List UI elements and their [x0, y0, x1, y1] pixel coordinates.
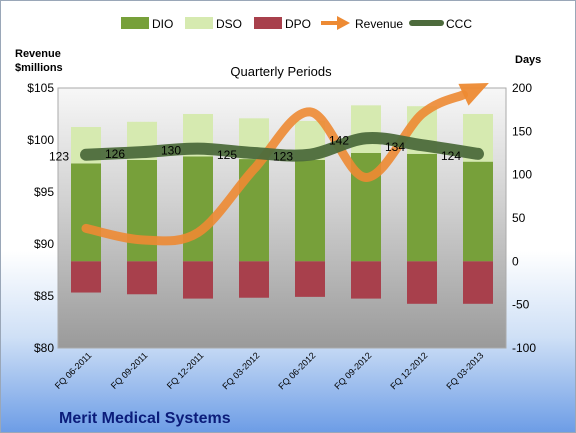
- legend-swatch-dso: [185, 17, 213, 29]
- x-axis-tick-label: FQ 03-2013: [444, 350, 485, 391]
- ccc-line: [80, 132, 484, 162]
- bar-dpo: [239, 261, 269, 298]
- ccc-data-label: 124: [441, 149, 461, 163]
- bar-dpo: [463, 261, 493, 304]
- legend-swatch-dio: [121, 17, 149, 29]
- revenue-arrowhead: [458, 82, 489, 106]
- x-axis-tick-label: FQ 03-2012: [220, 350, 261, 391]
- right-axis-tick-label: 150: [512, 124, 532, 138]
- left-axis-title-line1: Revenue: [15, 48, 61, 60]
- bar-dio: [71, 163, 101, 262]
- chart-title: Quarterly Periods: [230, 64, 332, 79]
- left-axis-tick-label: $100: [27, 133, 54, 147]
- x-axis-tick-label: FQ 09-2011: [109, 350, 150, 391]
- legend-label-revenue: Revenue: [355, 17, 403, 31]
- right-axis-tick-label: 100: [512, 168, 532, 182]
- bar-dio: [463, 161, 493, 262]
- ccc-data-label: 123: [273, 150, 293, 164]
- ccc-data-label: 134: [385, 140, 405, 154]
- ccc-data-label: 125: [217, 148, 237, 162]
- right-axis-tick-label: -100: [512, 341, 536, 355]
- left-axis-tick-label: $90: [34, 237, 54, 251]
- legend-label-dso: DSO: [216, 17, 242, 31]
- ccc-data-label: 142: [329, 133, 349, 147]
- company-name: Merit Medical Systems: [59, 410, 231, 427]
- bar-dpo: [71, 261, 101, 293]
- bar-dio: [407, 153, 437, 262]
- x-axis-tick-label: FQ 06-2012: [276, 350, 317, 391]
- bar-dio: [183, 156, 213, 262]
- x-axis-tick-label: FQ 09-2012: [332, 350, 373, 391]
- legend-label-dpo: DPO: [285, 17, 311, 31]
- right-axis-tick-label: -50: [512, 298, 530, 312]
- revenue-line: [81, 90, 468, 246]
- ccc-data-label: 126: [105, 147, 125, 161]
- bar-dpo: [351, 261, 381, 299]
- left-axis-tick-label: $105: [27, 81, 54, 95]
- ccc-data-label: 123: [49, 150, 69, 164]
- legend: DIO DSO DPO Revenue CCC: [121, 16, 472, 31]
- legend-swatch-revenue: [321, 16, 350, 30]
- labels-layer: 123 126 130 125 123 142 134 124: [49, 133, 461, 163]
- left-axis-tick-label: $80: [34, 341, 54, 355]
- bar-dio: [295, 159, 325, 262]
- bar-dpo: [127, 261, 157, 295]
- bar-dpo: [407, 261, 437, 304]
- right-axis-tick-label: 50: [512, 211, 526, 225]
- bar-dpo: [183, 261, 213, 299]
- left-axis-tick-label: $95: [34, 185, 54, 199]
- x-axis-tick-label: FQ 12-2011: [165, 350, 206, 391]
- lines-layer: [80, 82, 489, 246]
- legend-label-ccc: CCC: [446, 17, 472, 31]
- x-axis-tick-label: FQ 06-2011: [53, 350, 94, 391]
- legend-label-dio: DIO: [152, 17, 173, 31]
- bar-dio: [127, 159, 157, 262]
- left-axis-title-line2: $millions: [15, 62, 63, 74]
- right-axis-tick-label: 0: [512, 254, 519, 268]
- ccc-data-label: 130: [161, 144, 181, 158]
- right-axis-title: Days: [515, 54, 541, 66]
- left-axis-tick-label: $85: [34, 289, 54, 303]
- x-axis-tick-label: FQ 12-2012: [388, 350, 429, 391]
- bar-dpo: [295, 261, 325, 297]
- legend-swatch-dpo: [254, 17, 282, 29]
- right-axis-tick-label: 200: [512, 81, 532, 95]
